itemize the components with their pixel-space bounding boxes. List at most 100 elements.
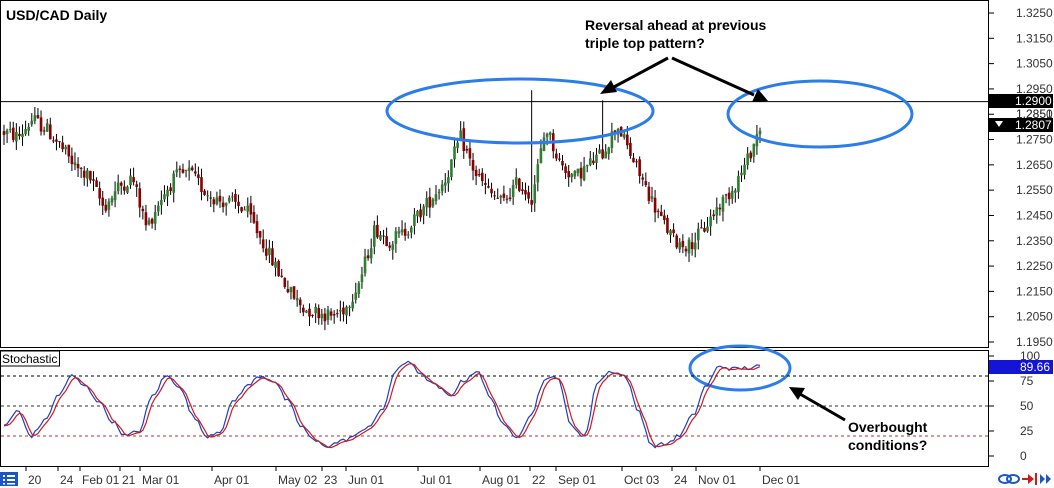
- stochastic-d-line: [3, 363, 761, 449]
- candle-body: [737, 175, 740, 192]
- candle-body: [499, 195, 503, 198]
- candle-body: [345, 306, 348, 316]
- candle-body: [160, 199, 163, 206]
- candle-body: [394, 231, 398, 244]
- candle-body: [391, 244, 395, 250]
- candle-body: [644, 181, 648, 186]
- candle-body: [561, 160, 564, 166]
- candle-body: [317, 307, 321, 319]
- candle-body: [635, 161, 638, 163]
- candle-body: [190, 167, 194, 171]
- candle-body: [573, 170, 577, 177]
- candle-body: [231, 196, 234, 198]
- candle-body: [197, 174, 200, 179]
- candle-body: [629, 142, 632, 156]
- candle-body: [496, 197, 500, 199]
- candle-body: [379, 234, 382, 240]
- annotation-reversal-line1: Reversal ahead at previous: [585, 17, 767, 33]
- candle-body: [588, 158, 592, 165]
- candle-body: [727, 192, 731, 200]
- candle-body: [283, 278, 287, 288]
- annotation-overbought-line2: conditions?: [848, 437, 927, 453]
- candle-body: [150, 218, 154, 224]
- date-tick-label: 21: [122, 473, 136, 487]
- circle-triple-top-left: [385, 77, 655, 145]
- candle-body: [758, 130, 762, 135]
- candle-body: [249, 203, 253, 215]
- candle-body: [126, 186, 129, 193]
- candle-body: [156, 205, 160, 212]
- stochastic-value-label: 89.66: [1020, 360, 1050, 374]
- candle-body: [119, 182, 123, 186]
- candle-body: [18, 133, 21, 137]
- candle-body: [147, 220, 151, 225]
- arrow-overbought: [789, 387, 846, 422]
- candle-body: [70, 155, 74, 165]
- candle-body: [369, 248, 373, 259]
- candle-body: [527, 192, 530, 199]
- scroll-to-end-icon[interactable]: [1022, 473, 1037, 485]
- stochastic-k-line: [3, 360, 761, 449]
- candle-body: [604, 151, 608, 159]
- candle-body: [107, 201, 111, 210]
- fast-forward-icon[interactable]: [1040, 474, 1051, 484]
- candle-body: [440, 184, 444, 192]
- main-panel-frame: [0, 0, 989, 348]
- candle-body: [268, 247, 271, 256]
- candle-body: [555, 153, 558, 159]
- candle-body: [576, 168, 580, 174]
- candle-body: [539, 148, 543, 164]
- candle-body: [79, 167, 83, 169]
- candle-body: [431, 199, 435, 207]
- date-tick-label: 24: [674, 473, 688, 487]
- candle-body: [42, 130, 46, 132]
- candle-body: [184, 169, 188, 171]
- candle-body: [703, 228, 706, 232]
- candle-body: [675, 235, 678, 248]
- stochastic-tick-label: 0: [1020, 449, 1027, 463]
- arrow-left: [600, 56, 669, 94]
- candle-body: [342, 307, 345, 315]
- candle-body: [709, 216, 712, 227]
- date-tick-label: Jul 01: [420, 473, 452, 487]
- price-tick-label: 1.2350: [1016, 234, 1053, 248]
- date-tick-label: May 02: [278, 473, 318, 487]
- candle-body: [135, 184, 138, 187]
- candle-body: [730, 190, 734, 199]
- candle-body: [2, 131, 6, 135]
- candle-body: [246, 205, 250, 212]
- candle-body: [690, 242, 694, 250]
- candle-body: [335, 313, 339, 315]
- candle-body: [252, 212, 256, 223]
- candle-body: [98, 188, 101, 199]
- candle-body: [64, 146, 68, 150]
- candle-body: [27, 126, 30, 131]
- candle-body: [579, 167, 583, 179]
- candle-body: [681, 240, 685, 248]
- candle-body: [734, 190, 737, 193]
- candle-body: [749, 152, 753, 159]
- candle-body: [388, 245, 392, 248]
- candle-body: [24, 128, 27, 135]
- candle-body: [397, 231, 401, 234]
- candle-body: [376, 224, 379, 238]
- candle-body: [484, 182, 487, 185]
- candle-body: [221, 202, 225, 207]
- candle-body: [511, 185, 515, 198]
- stochastic-panel-frame: [0, 350, 989, 467]
- chain-link-icon[interactable]: [998, 474, 1020, 484]
- candle-body: [545, 133, 549, 138]
- candle-body: [530, 200, 533, 205]
- candle-body: [141, 208, 145, 212]
- stochastic-title-box: [0, 350, 60, 367]
- candle-body: [656, 210, 660, 212]
- candle-body: [422, 206, 425, 216]
- date-tick-label: Mar 01: [142, 473, 180, 487]
- list-menu-icon[interactable]: [0, 472, 18, 486]
- candle-body: [76, 164, 80, 169]
- candle-body: [289, 287, 293, 293]
- candle-body: [55, 139, 58, 142]
- date-tick-label: 22: [532, 473, 546, 487]
- candle-body: [89, 170, 92, 181]
- candle-body: [406, 234, 410, 236]
